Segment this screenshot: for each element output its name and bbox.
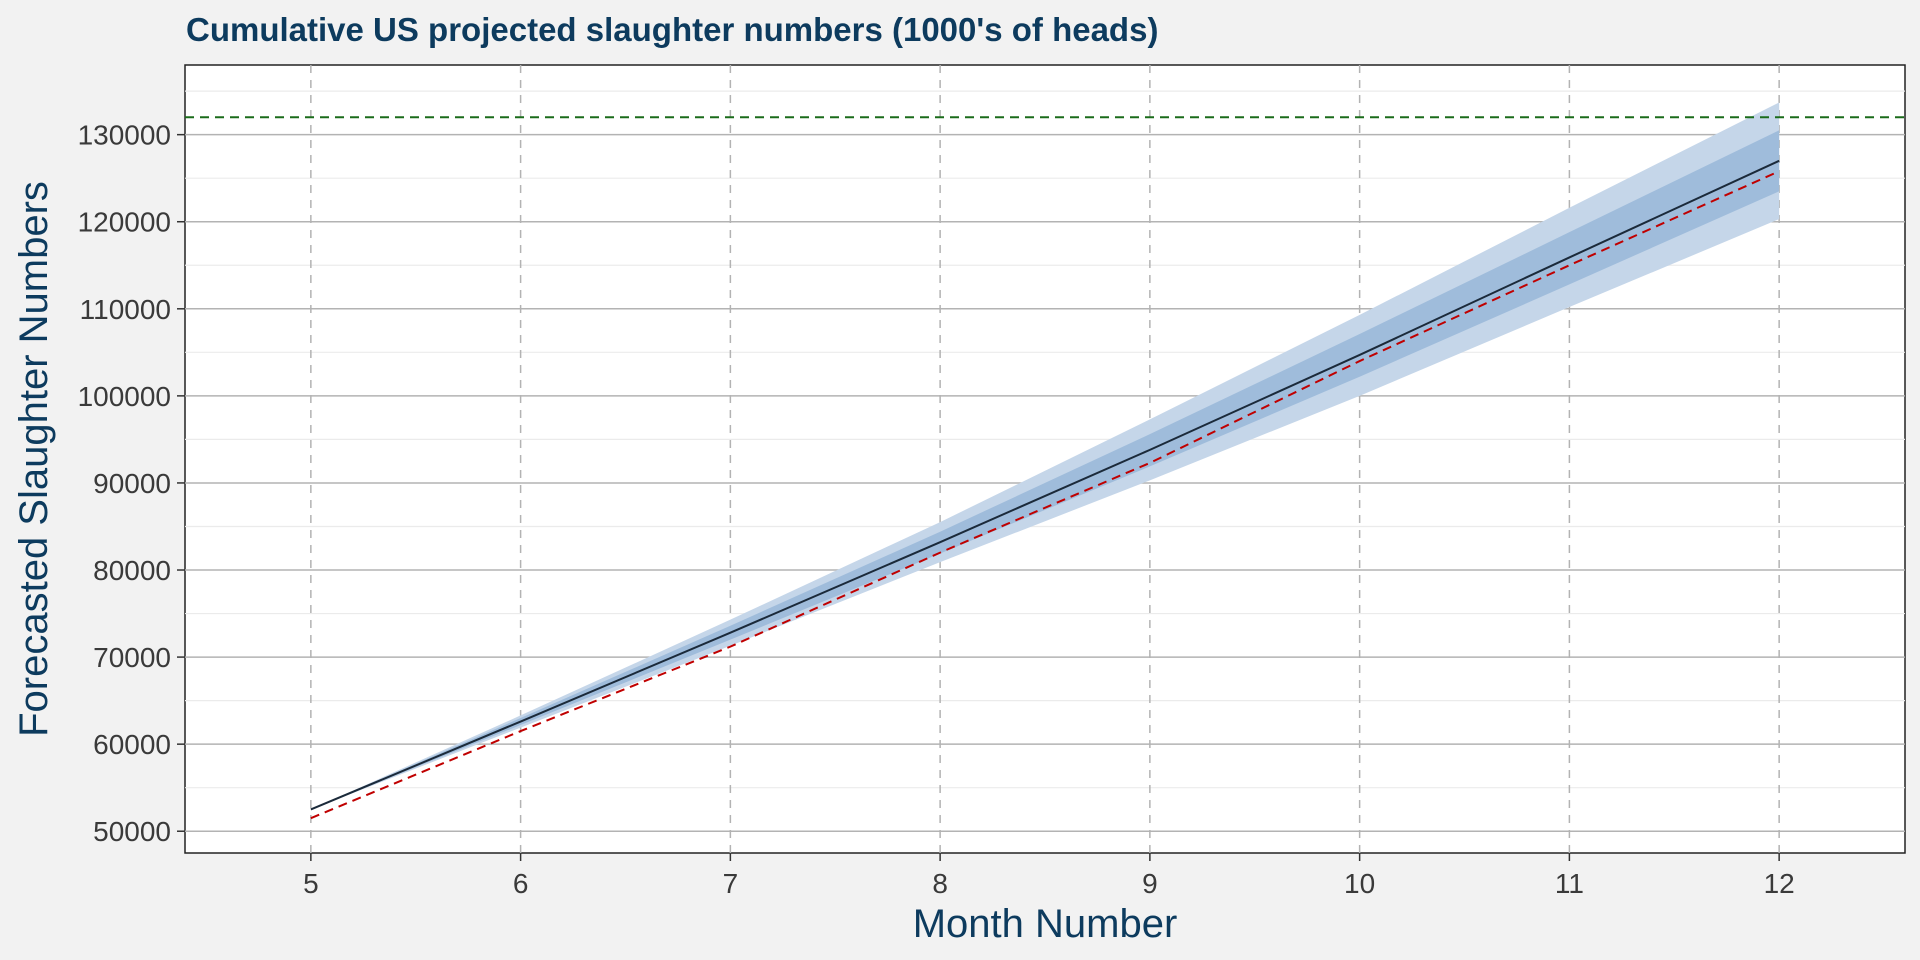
x-tick-label: 5 — [303, 868, 319, 899]
x-tick-label: 11 — [1555, 868, 1584, 899]
y-tick-label: 90000 — [93, 468, 171, 499]
x-tick-label: 10 — [1344, 868, 1375, 899]
x-tick-label: 6 — [513, 868, 529, 899]
x-tick-label: 9 — [1142, 868, 1158, 899]
y-tick-label: 50000 — [93, 816, 171, 847]
x-axis-title: Month Number — [913, 902, 1178, 946]
tick-label-layer: 50000 60000 70000 80000 90000 100000 110000 120… — [78, 120, 1795, 899]
series-line-2 — [310, 170, 1780, 820]
x-tick-label: 12 — [1764, 868, 1795, 899]
x-tick-label: 7 — [723, 868, 739, 899]
x-tick-label: 8 — [932, 868, 948, 899]
y-tick-label: 100000 — [78, 381, 171, 412]
y-tick-label: 110000 — [80, 294, 171, 325]
chart-title: Cumulative US projected slaughter number… — [186, 11, 1158, 48]
y-tick-label: 120000 — [78, 207, 171, 238]
line-layer — [310, 159, 1780, 820]
y-tick-label: 80000 — [93, 555, 171, 586]
y-tick-label: 130000 — [78, 120, 171, 151]
y-tick-label: 70000 — [93, 642, 171, 673]
series-line-1 — [310, 159, 1780, 811]
y-tick-label: 60000 — [93, 729, 171, 760]
y-axis-title: Forecasted Slaughter Numbers — [12, 181, 56, 737]
